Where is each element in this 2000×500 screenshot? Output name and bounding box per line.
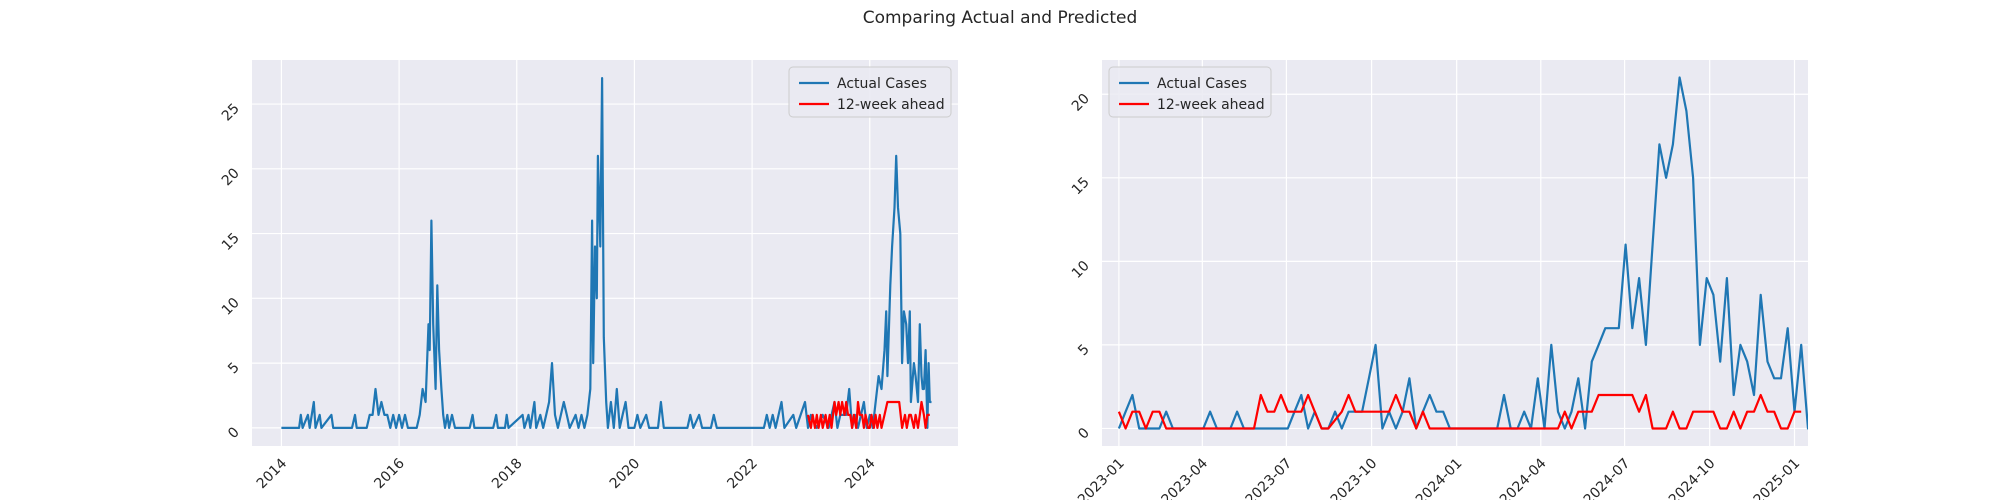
- x-tick-label: 2023-01: [1075, 456, 1128, 500]
- legend-label: Actual Cases: [1157, 76, 1247, 92]
- x-tick-label: 2024-07: [1581, 456, 1634, 500]
- series-line-12-week-ahead: [1117, 393, 1802, 430]
- x-tick-label: 2024-01: [1413, 456, 1466, 500]
- series-line-12-week-ahead: [806, 400, 930, 429]
- y-tick-label: 15: [1069, 174, 1093, 198]
- y-tick-label: 0: [1075, 425, 1093, 443]
- x-tick-label: 2024: [842, 455, 879, 492]
- x-tick-label: 2024-04: [1497, 455, 1550, 500]
- legend-frame: [1108, 66, 1272, 118]
- chart-panel-actual-overview: 0 5 10 15 20 25 2014 2016 2018 2020 2022 2024 Actual…: [219, 60, 958, 492]
- legend-label: 12-week ahead: [1157, 97, 1265, 113]
- plot-background: [1102, 60, 1808, 446]
- figure-title: Comparing Actual and Predicted: [862, 8, 1138, 28]
- x-tick-label: 2018: [489, 456, 526, 493]
- series-line-actual-cases: [281, 77, 932, 429]
- x-tick-label: 2024-10: [1666, 456, 1719, 500]
- legend: Actual Cases 12-week ahead: [788, 66, 952, 118]
- x-tick-label: 2023-07: [1243, 456, 1296, 500]
- x-tick-label: 2023-04: [1158, 455, 1211, 500]
- legend-label: Actual Cases: [837, 76, 927, 92]
- y-tick-label: 10: [1069, 258, 1093, 282]
- legend: Actual Cases 12-week ahead: [1108, 66, 1272, 118]
- y-tick-label: 0: [225, 424, 243, 442]
- legend-label: 12-week ahead: [837, 97, 945, 113]
- x-tick-label: 2022: [724, 456, 761, 493]
- chart-panel-actual-zoom: 0 5 10 15 20 2023-01 2023-04 2023-07 2023-10 2024…: [1069, 60, 1808, 500]
- legend-frame: [788, 66, 952, 118]
- y-tick-label: 15: [219, 230, 243, 254]
- y-tick-label: 25: [219, 101, 243, 125]
- y-tick-label: 10: [219, 295, 243, 319]
- y-tick-label: 20: [1069, 91, 1093, 115]
- x-tick-label: 2020: [607, 456, 644, 493]
- x-tick-label: 2016: [371, 455, 408, 492]
- y-tick-label: 5: [225, 360, 243, 378]
- y-tick-label: 20: [219, 165, 243, 189]
- y-tick-label: 5: [1075, 341, 1093, 359]
- x-tick-label: 2025-01: [1751, 456, 1804, 500]
- x-tick-label: 2023-10: [1328, 456, 1381, 500]
- x-tick-label: 2014: [254, 455, 291, 492]
